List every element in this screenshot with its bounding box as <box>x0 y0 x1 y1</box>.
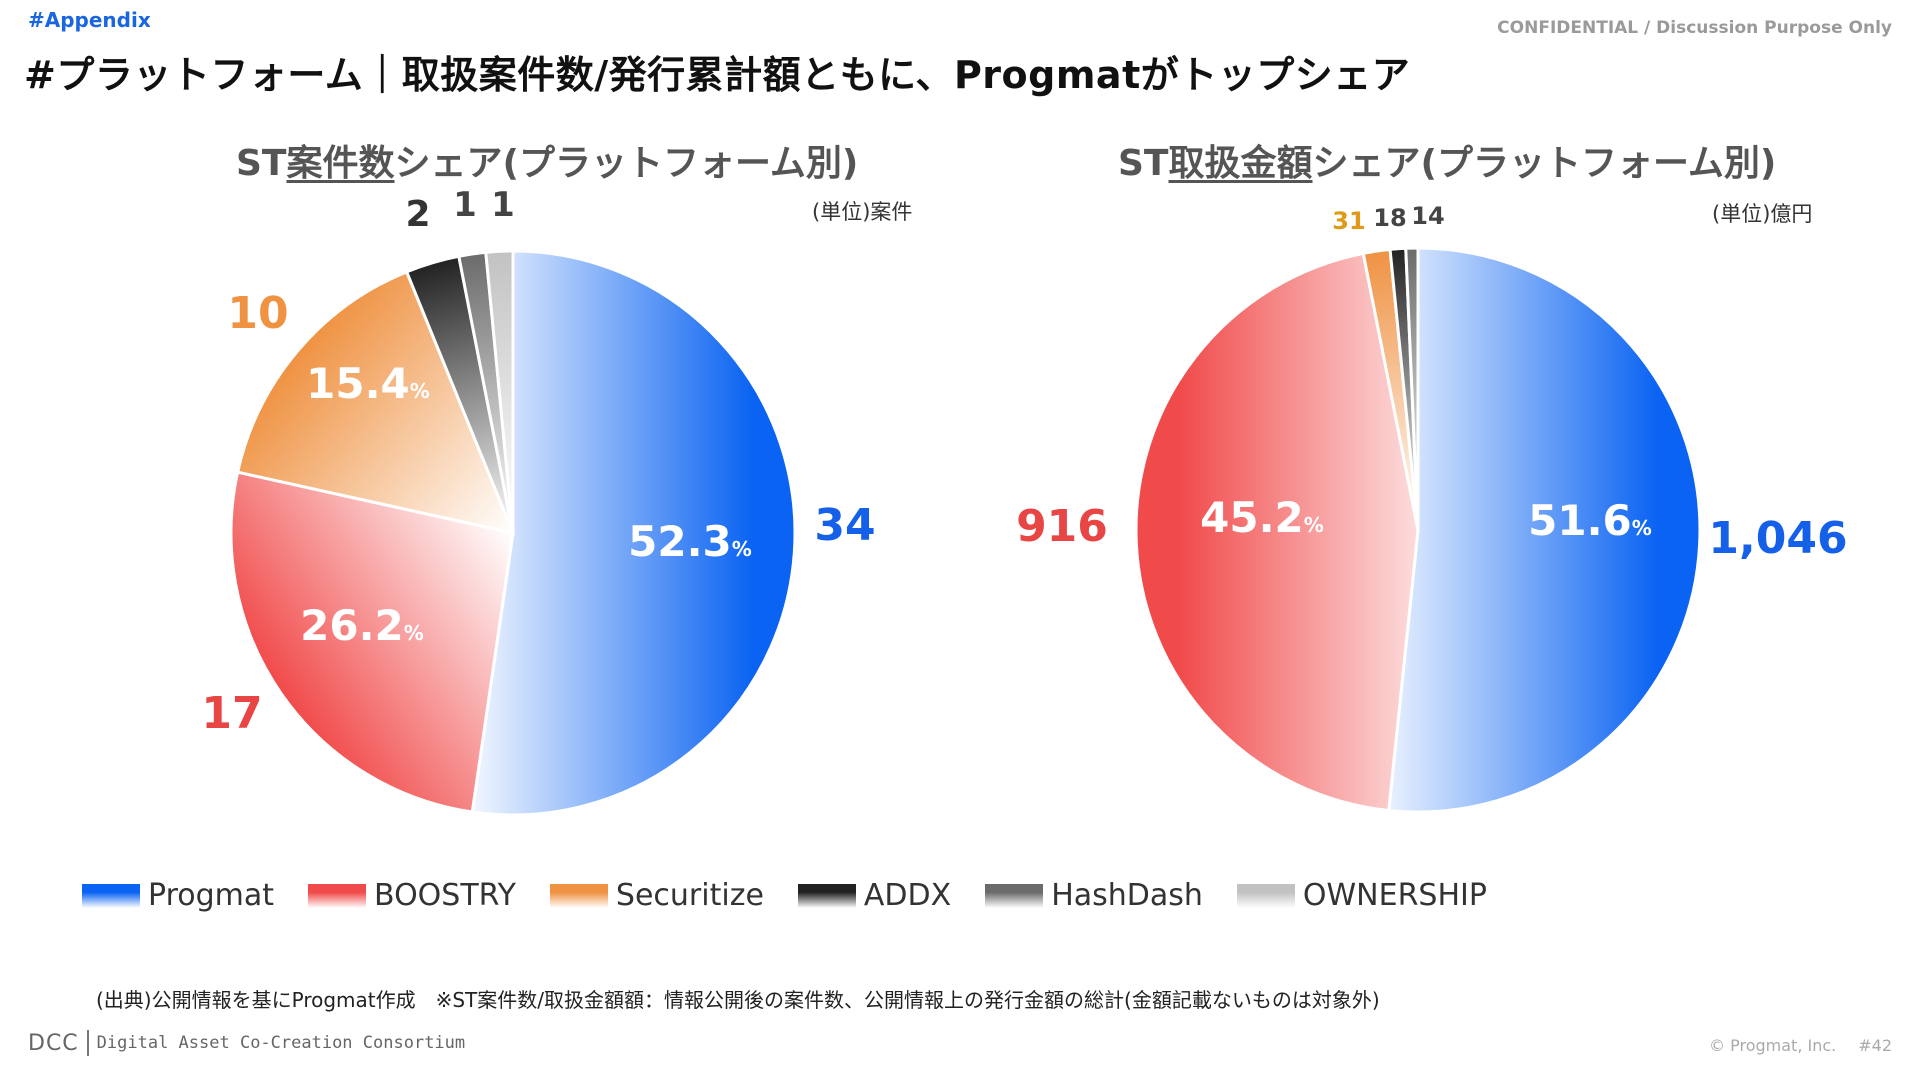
chart-2-title-underlined: 取扱金額 <box>1168 143 1313 184</box>
pie-slice-boostry <box>1134 251 1420 813</box>
pct-unit: % <box>404 621 424 645</box>
pct-label-boostry: 45.2% <box>1200 493 1324 542</box>
legend-item-progmat: Progmat <box>82 878 274 913</box>
confidential-label: CONFIDENTIAL / Discussion Purpose Only <box>1497 18 1892 38</box>
chart-2-title-prefix: ST <box>1118 143 1169 184</box>
legend-swatch-addx <box>797 883 856 908</box>
pie-slice-progmat <box>1387 246 1702 814</box>
value-label-addx: 18 <box>1373 204 1406 232</box>
value-label-progmat: 34 <box>814 500 875 551</box>
chart-2-title: ST取扱金額シェア(プラットフォーム別) <box>1118 134 1776 186</box>
value-label-boostry: 916 <box>1016 501 1108 552</box>
legend-swatch-ownership <box>1236 883 1295 908</box>
pie-slice-hashdash <box>1404 246 1420 531</box>
value-label-hashdash: 1 <box>453 185 477 225</box>
chart-2-title-suffix: シェア(プラットフォーム別) <box>1312 143 1777 184</box>
value-label-addx: 2 <box>405 194 430 235</box>
legend: Progmat BOOSTRY Securitize ADDX HashDash OWNE… <box>82 878 1521 913</box>
value-label-securitize: 31 <box>1332 207 1365 235</box>
source-note: (出典)公開情報を基にProgmat作成 ※ST案件数/取扱金額額：情報公開後の… <box>96 988 1380 1012</box>
copyright: © Progmat, Inc. #42 <box>1687 1036 1892 1055</box>
legend-item-addx: ADDX <box>797 878 952 913</box>
legend-label-addx: ADDX <box>863 878 952 913</box>
pct-label-progmat: 52.3% <box>628 517 752 566</box>
pct-unit: % <box>1632 516 1652 540</box>
pie-slice-boostry <box>229 470 515 814</box>
pie-slice-securitize <box>235 269 516 536</box>
legend-swatch-hashdash <box>985 883 1044 908</box>
dcc-logo-abbr: DCC <box>28 1030 79 1056</box>
pct-label-boostry: 26.2% <box>300 601 424 650</box>
legend-swatch-progmat <box>82 883 140 908</box>
appendix-tag: #Appendix <box>28 8 151 32</box>
legend-swatch-boostry <box>308 883 367 908</box>
value-label-securitize: 10 <box>227 288 288 339</box>
legend-item-ownership: OWNERSHIP <box>1236 878 1487 913</box>
legend-label-boostry: BOOSTRY <box>374 878 516 913</box>
chart-1-title-prefix: ST <box>236 143 287 184</box>
pct-unit: % <box>1304 513 1324 537</box>
pct-label-securitize: 15.4% <box>306 359 430 408</box>
logo-divider <box>86 1030 89 1056</box>
legend-item-boostry: BOOSTRY <box>308 878 516 913</box>
value-label-ownership: 1 <box>491 185 515 225</box>
legend-swatch-securitize <box>549 883 608 908</box>
copyright-text: © Progmat, Inc. <box>1709 1036 1837 1055</box>
dcc-logo: DCC Digital Asset Co-Creation Consortium <box>28 1030 465 1056</box>
value-label-progmat: 1,046 <box>1708 513 1847 564</box>
dcc-logo-name: Digital Asset Co-Creation Consortium <box>96 1033 466 1053</box>
pie-chart-2: 1,046 916 31 18 14 51.6% 45.2% <box>1016 202 1848 814</box>
chart-1-title: ST案件数シェア(プラットフォーム別) <box>236 134 858 186</box>
legend-label-progmat: Progmat <box>148 878 275 913</box>
pct-label-progmat: 51.6% <box>1528 496 1652 545</box>
legend-label-hashdash: HashDash <box>1051 878 1203 913</box>
chart-1-unit: (単位)案件 <box>812 200 913 224</box>
pct-unit: % <box>732 537 752 561</box>
page-title: #プラットフォーム｜取扱案件数/発行累計額ともに、Progmatがトップシェア <box>24 53 1411 97</box>
legend-item-securitize: Securitize <box>549 878 764 913</box>
pie-slice-progmat <box>470 249 797 817</box>
legend-item-hashdash: HashDash <box>985 878 1203 913</box>
page-number: #42 <box>1858 1036 1892 1055</box>
legend-label-securitize: Securitize <box>615 878 764 913</box>
value-label-boostry: 17 <box>201 688 262 739</box>
chart-1-title-suffix: シェア(プラットフォーム別) <box>394 143 859 184</box>
chart-2-unit: (単位)億円 <box>1712 202 1813 226</box>
value-label-hashdash: 14 <box>1411 202 1444 230</box>
pie-slice-ownership <box>484 249 515 534</box>
pct-unit: % <box>410 379 430 403</box>
legend-label-ownership: OWNERSHIP <box>1302 878 1487 913</box>
chart-1-title-underlined: 案件数 <box>286 143 395 184</box>
